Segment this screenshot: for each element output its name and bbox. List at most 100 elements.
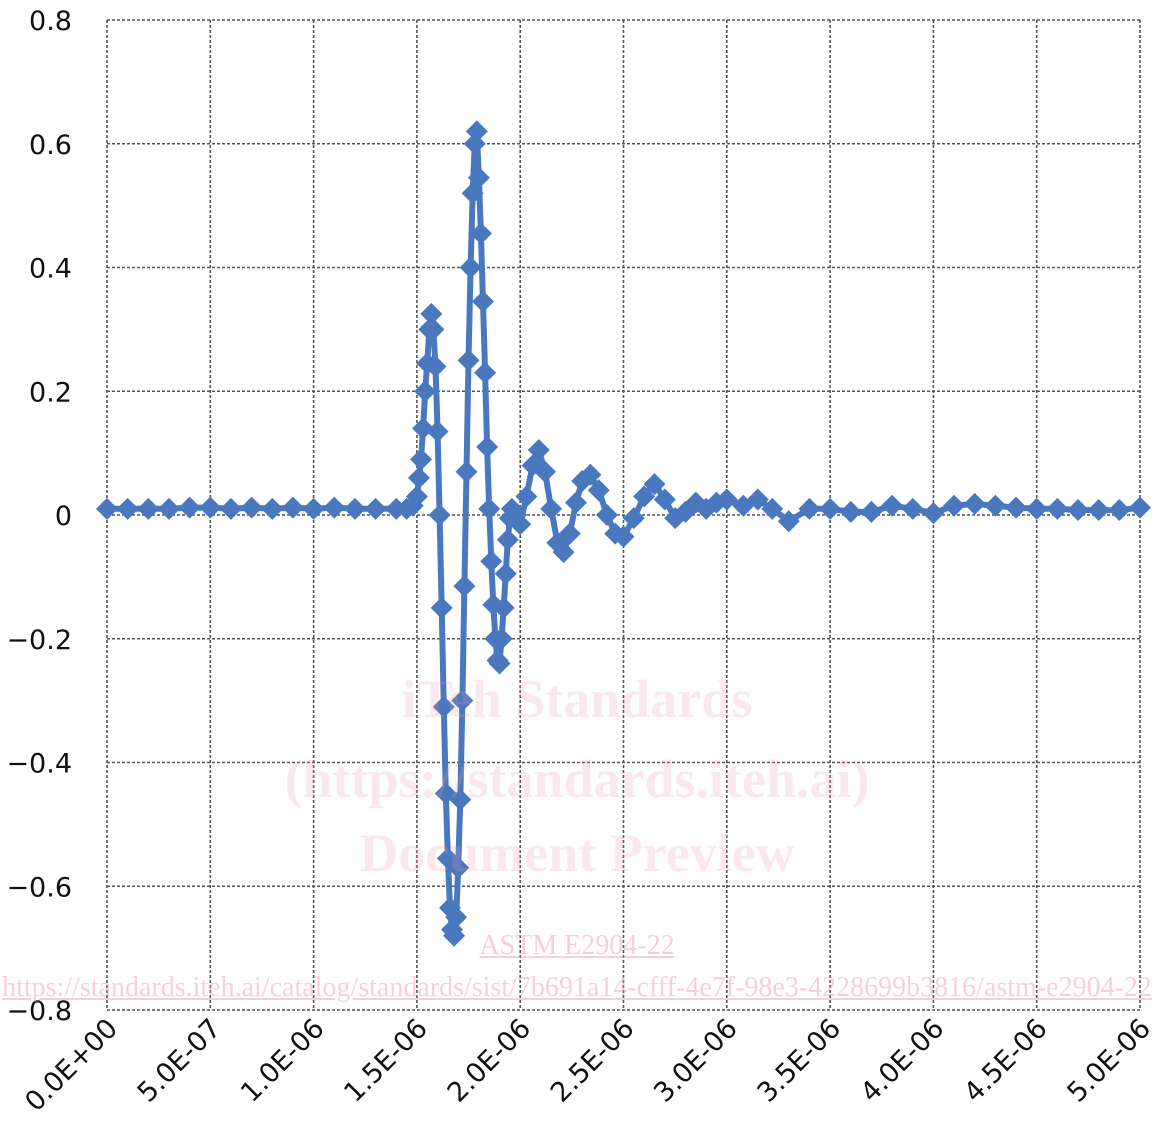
data-point-marker <box>515 485 538 508</box>
data-point-marker <box>474 361 497 384</box>
data-point-marker <box>457 349 480 372</box>
data-point-marker <box>459 256 482 279</box>
x-tick-label: 4.5E-06 <box>958 1013 1054 1109</box>
y-tick-label: 0 <box>55 501 72 532</box>
data-point-marker <box>612 525 635 548</box>
data-point-marker <box>1087 499 1110 522</box>
y-tick-label: 0.8 <box>29 6 72 37</box>
data-point-marker <box>364 497 387 520</box>
data-point-marker <box>643 473 666 496</box>
watermark-catalog-link[interactable]: https://standards.iteh.ai/catalog/standa… <box>2 972 1152 1003</box>
watermark-astm-link[interactable]: ASTM E2904-22 <box>479 930 675 961</box>
data-point-marker <box>412 417 435 440</box>
data-point-marker <box>178 496 201 519</box>
x-tick-label: 2.5E-06 <box>545 1013 641 1109</box>
data-point-marker <box>1108 499 1131 522</box>
data-point-marker <box>860 500 883 523</box>
data-point-marker <box>323 496 346 519</box>
data-point-marker <box>405 485 428 508</box>
data-point-marker <box>490 627 513 650</box>
data-point-marker <box>1129 496 1151 519</box>
y-tick-label: −0.6 <box>6 872 72 903</box>
y-tick-label: 0.2 <box>29 377 72 408</box>
y-tick-label: −0.4 <box>6 749 72 780</box>
data-point-marker <box>1005 496 1028 519</box>
data-point-marker <box>428 504 451 526</box>
data-point-marker <box>96 497 118 520</box>
data-point-marker <box>984 494 1007 517</box>
data-point-marker <box>447 856 470 879</box>
data-point-marker <box>761 497 784 520</box>
data-point-marker <box>564 491 587 514</box>
data-point-marker <box>579 463 602 486</box>
data-point-marker <box>1067 499 1090 522</box>
data-point-marker <box>414 380 437 403</box>
data-point-marker <box>199 496 222 519</box>
data-point-marker <box>496 528 519 551</box>
data-point-marker <box>469 222 492 245</box>
data-point-marker <box>420 302 443 325</box>
x-tick-label: 4.0E-06 <box>855 1013 951 1109</box>
data-point-marker <box>777 510 800 533</box>
data-series <box>96 120 1151 947</box>
y-tick-label: −0.8 <box>6 996 72 1027</box>
watermark-title: iTeh Standards <box>401 669 753 729</box>
data-point-marker <box>587 479 610 502</box>
data-point-marker <box>240 496 263 519</box>
data-point-marker <box>281 496 304 519</box>
data-point-marker <box>445 906 468 929</box>
data-point-marker <box>219 497 242 520</box>
data-point-marker <box>943 494 966 517</box>
data-point-marker <box>302 497 325 520</box>
data-point-marker <box>480 550 503 573</box>
data-point-marker <box>407 466 430 489</box>
y-tick-label: 0.4 <box>29 254 72 285</box>
data-point-marker <box>552 541 575 564</box>
data-point-marker <box>476 435 499 458</box>
x-tick-label: 3.5E-06 <box>752 1013 848 1109</box>
data-point-marker <box>453 575 476 598</box>
x-tick-label: 3.0E-06 <box>648 1013 744 1109</box>
data-point-marker <box>426 420 449 443</box>
data-point-marker <box>465 120 488 143</box>
data-point-marker <box>116 497 139 520</box>
data-point-marker <box>746 488 769 511</box>
watermark-url: (https://standards.iteh.ai) <box>284 749 870 809</box>
data-point-marker <box>343 497 366 520</box>
data-point-marker <box>881 494 904 517</box>
data-point-marker <box>798 497 821 520</box>
x-tick-label: 5.0E-06 <box>1061 1013 1154 1109</box>
data-point-marker <box>963 492 986 515</box>
data-point-marker <box>451 689 474 712</box>
data-point-marker <box>488 652 511 675</box>
data-point-marker <box>443 924 466 947</box>
data-point-marker <box>432 695 455 718</box>
data-point-marker <box>472 290 495 313</box>
chart-grid <box>106 19 1141 1011</box>
data-point-marker <box>492 596 515 619</box>
data-point-marker <box>478 497 501 520</box>
data-point-marker <box>922 502 945 525</box>
data-point-marker <box>901 497 924 520</box>
data-point-marker <box>1046 497 1069 520</box>
data-point-marker <box>467 166 490 189</box>
data-point-marker <box>819 497 842 520</box>
data-point-marker <box>494 562 517 585</box>
data-point-marker <box>410 448 433 471</box>
data-point-marker <box>449 788 472 811</box>
data-point-marker <box>558 522 581 545</box>
data-point-marker <box>653 488 676 511</box>
data-point-marker <box>157 497 180 520</box>
y-axis-tick-labels: 0.8 0.6 0.4 0.2 0 −0.2 −0.4 −0.6 −0.8 <box>6 6 72 1027</box>
data-point-marker <box>137 497 160 520</box>
x-tick-label: 0.0E+00 <box>19 1013 124 1118</box>
data-point-marker <box>424 355 447 378</box>
data-point-marker <box>455 460 478 483</box>
x-tick-label: 2.0E-06 <box>442 1013 538 1109</box>
data-point-marker <box>533 460 556 483</box>
x-tick-label: 1.0E-06 <box>235 1013 331 1109</box>
y-tick-label: 0.6 <box>29 130 72 161</box>
data-point-marker <box>430 596 453 619</box>
data-point-marker <box>715 488 738 511</box>
